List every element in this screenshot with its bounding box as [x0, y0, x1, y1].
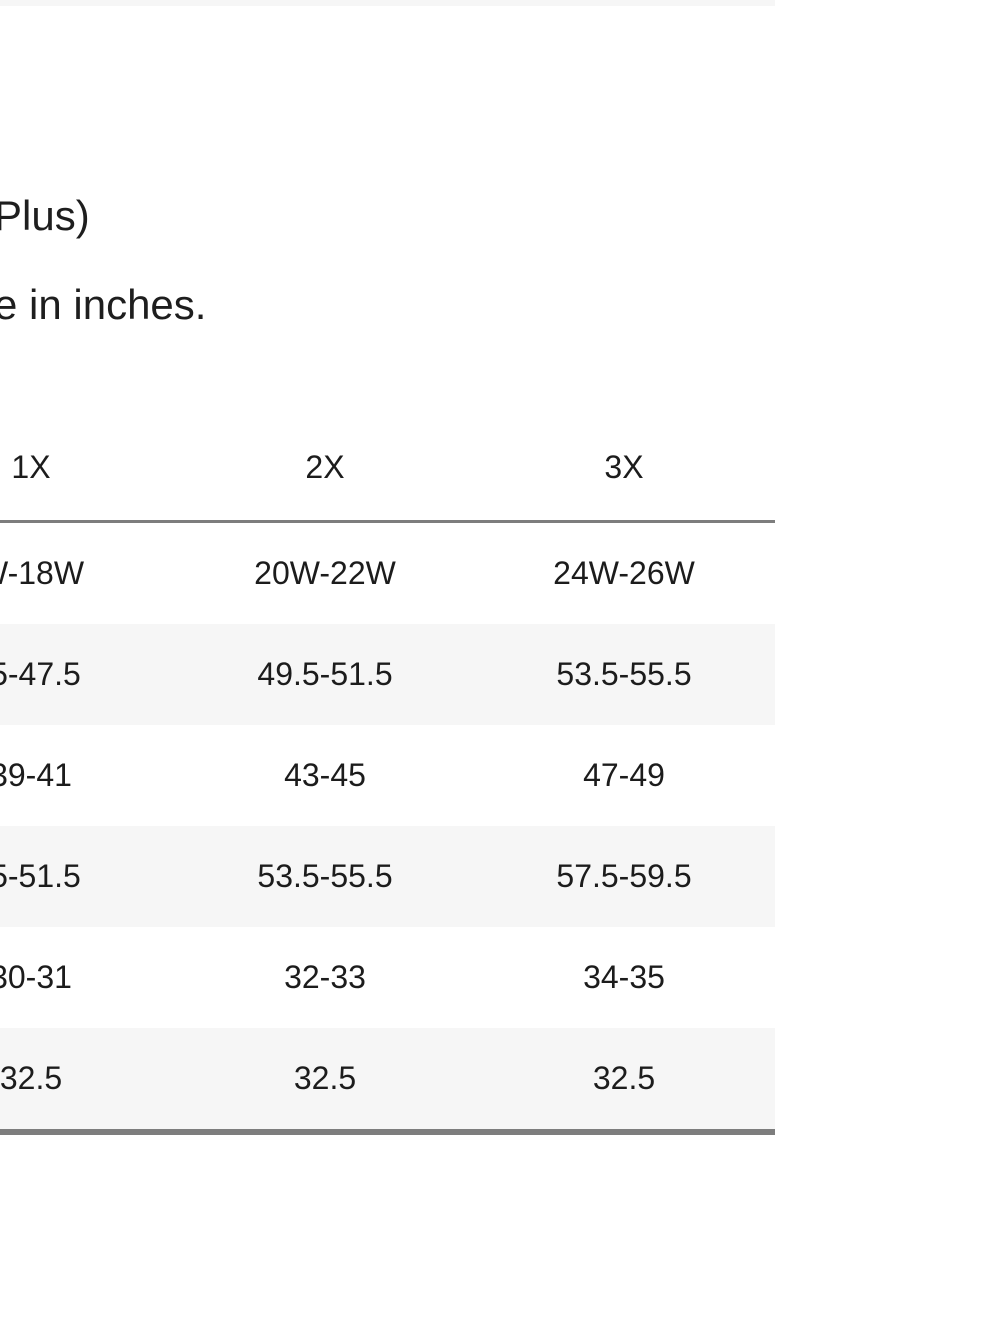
table-cell: 34-35	[583, 959, 665, 995]
table-cell: .5-51.5	[0, 858, 81, 894]
table-cell: W-18W	[0, 555, 85, 591]
measurement-unit-note: e in inches.	[0, 281, 207, 328]
table-cell: 30-31	[0, 959, 72, 995]
table-row: 30-31 32-33 34-35	[0, 927, 775, 1028]
table-cell: 32-33	[284, 959, 366, 995]
table-cell: 20W-22W	[254, 555, 396, 591]
table-row: 39-41 43-45 47-49	[0, 725, 775, 826]
table-row: .5-51.5 53.5-55.5 57.5-59.5	[0, 826, 775, 927]
column-header-2x: 2X	[305, 449, 345, 485]
table-row: .5-47.5 49.5-51.5 53.5-55.5	[0, 624, 775, 725]
table-cell: 57.5-59.5	[556, 858, 692, 894]
table-cell: 39-41	[0, 757, 72, 793]
size-chart-table: 1X 2X 3X W-18W 20W-22W 24W-26W .5-47.5 4…	[0, 418, 775, 1135]
size-chart-heading: Plus)	[0, 192, 90, 239]
table-row: W-18W 20W-22W 24W-26W	[0, 523, 775, 624]
table-cell: 47-49	[583, 757, 665, 793]
top-divider-strip	[0, 0, 775, 6]
table-cell: 53.5-55.5	[257, 858, 393, 894]
table-cell: .5-47.5	[0, 656, 81, 692]
table-cell: 43-45	[284, 757, 366, 793]
table-cell: 32.5	[592, 1060, 656, 1096]
table-cell: 32.5	[293, 1060, 357, 1096]
table-header-row: 1X 2X 3X	[0, 418, 775, 523]
table-bottom-rule	[0, 1129, 775, 1135]
table-cell: 24W-26W	[553, 555, 695, 591]
column-header-3x: 3X	[604, 449, 644, 485]
table-cell: 49.5-51.5	[257, 656, 393, 692]
column-header-1x: 1X	[11, 449, 51, 485]
table-cell: 32.5	[0, 1060, 63, 1096]
table-cell: 53.5-55.5	[556, 656, 692, 692]
table-row: 32.5 32.5 32.5	[0, 1028, 775, 1129]
